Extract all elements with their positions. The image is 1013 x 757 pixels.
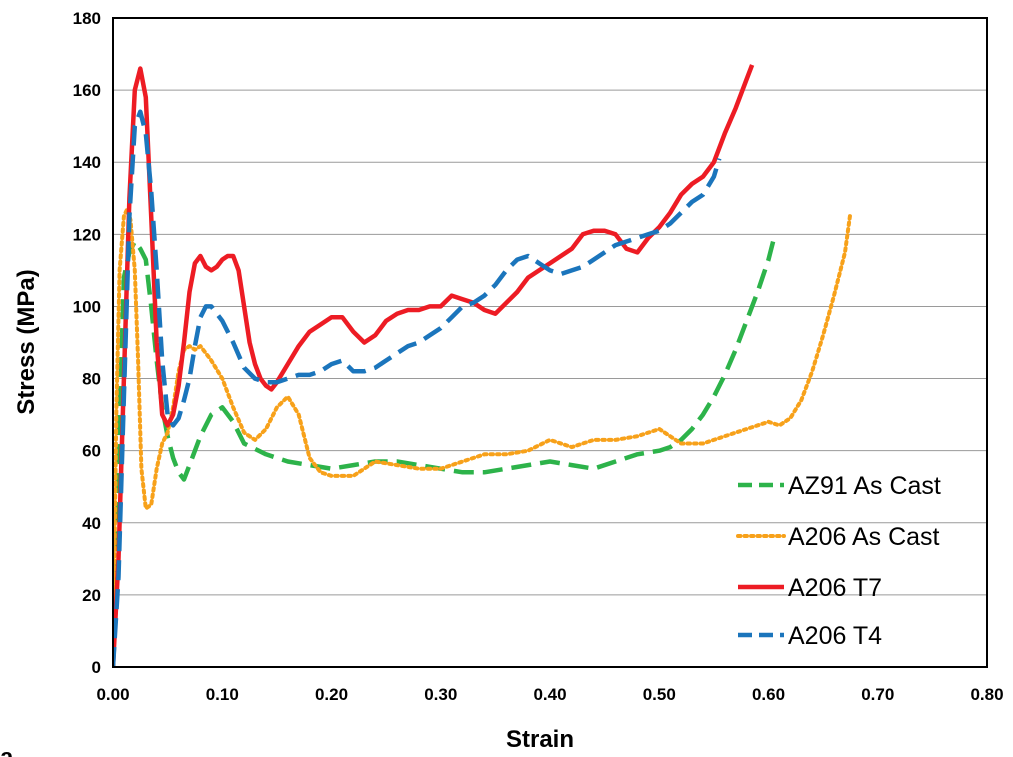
y-tick-label: 160 (73, 81, 101, 100)
series-layer (113, 64, 853, 667)
x-tick-label: 0.00 (96, 685, 129, 704)
y-tick-label: 80 (82, 370, 101, 389)
legend: AZ91 As Cast A206 As Cast A206 T7 A206 T4 (736, 472, 941, 650)
legend-label: A206 As Cast (788, 523, 940, 551)
y-tick-label: 60 (82, 442, 101, 461)
x-tick-label: 0.40 (533, 685, 566, 704)
x-tick-label: 0.70 (861, 685, 894, 704)
x-tick-labels: 0.00 0.10 0.20 0.30 0.40 0.50 0.60 0.70 0.80 (96, 685, 1003, 704)
legend-label: A206 T7 (788, 574, 882, 602)
panel-label: a (0, 744, 14, 757)
x-tick-label: 0.10 (206, 685, 239, 704)
legend-label: AZ91 As Cast (788, 472, 941, 500)
legend-label: A206 T4 (788, 622, 882, 650)
y-tick-label: 180 (73, 9, 101, 28)
plot-frame (112, 17, 988, 668)
series-line-a206-as-cast (113, 207, 853, 667)
series-line-a206-t7 (113, 64, 755, 667)
y-axis-title: Stress (MPa) (13, 269, 40, 414)
y-tick-labels: 0 20 40 60 80 100 120 140 160 180 (73, 9, 101, 677)
gridlines (113, 17, 987, 668)
y-tick-label: 120 (73, 225, 101, 244)
y-tick-label: 40 (82, 514, 101, 533)
x-tick-label: 0.60 (752, 685, 785, 704)
y-tick-label: 20 (82, 586, 101, 605)
x-axis-title: Strain (506, 726, 574, 753)
y-tick-label: 0 (92, 658, 101, 677)
y-tick-label: 100 (73, 297, 101, 316)
x-tick-label: 0.20 (315, 685, 348, 704)
series-line-a206-t4 (113, 109, 722, 667)
x-tick-label: 0.30 (424, 685, 457, 704)
x-tick-label: 0.80 (970, 685, 1003, 704)
x-tick-label: 0.50 (643, 685, 676, 704)
y-tick-label: 140 (73, 153, 101, 172)
